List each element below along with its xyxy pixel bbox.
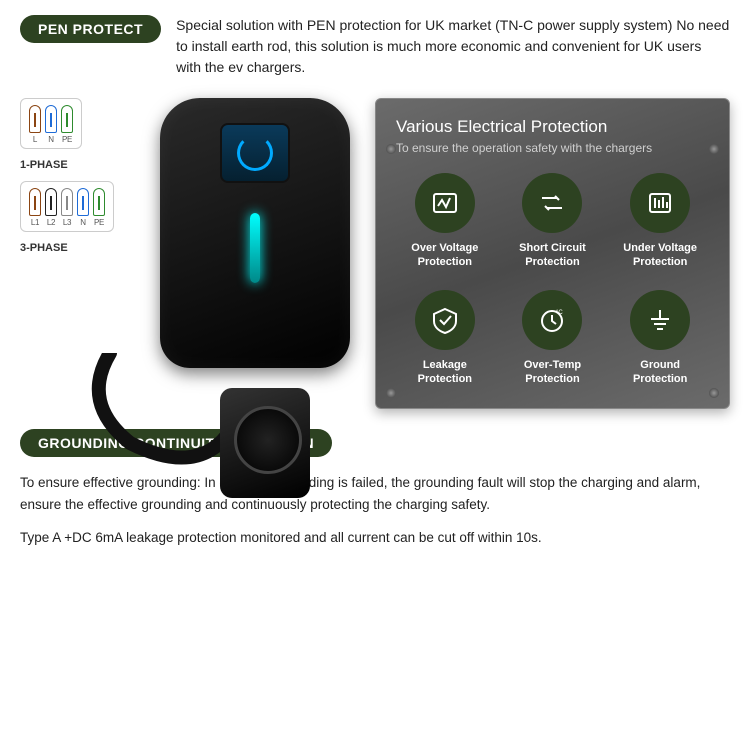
ground-icon xyxy=(630,290,690,350)
protection-item-label: GroundProtection xyxy=(611,358,709,387)
over-voltage-icon xyxy=(415,173,475,233)
leakage-icon xyxy=(415,290,475,350)
charger-illustration: LNPE 1-PHASE L1L2L3NPE 3-PHASE xyxy=(20,98,360,409)
charger-screen xyxy=(220,123,290,183)
mid-row: LNPE 1-PHASE L1L2L3NPE 3-PHASE Various E… xyxy=(20,98,730,409)
panel-subtitle: To ensure the operation safety with the … xyxy=(396,141,709,155)
panel-screw-br xyxy=(709,388,719,398)
protection-item: Over VoltageProtection xyxy=(396,173,494,270)
fuse-label: PE xyxy=(61,135,73,144)
fuse: L1 xyxy=(29,188,41,227)
panel-title: Various Electrical Protection xyxy=(396,117,709,137)
protection-item-label: Short CircuitProtection xyxy=(504,241,602,270)
protection-item-label: LeakageProtection xyxy=(396,358,494,387)
short-circuit-icon xyxy=(522,173,582,233)
protection-item: LeakageProtection xyxy=(396,290,494,387)
protection-item-label: Over VoltageProtection xyxy=(396,241,494,270)
fuse-label: L3 xyxy=(61,218,73,227)
charger-plug xyxy=(220,388,310,498)
grounding-para2: Type A +DC 6mA leakage protection monito… xyxy=(20,527,730,549)
fuse: N xyxy=(77,188,89,227)
fuse-label: L2 xyxy=(45,218,57,227)
phase-3-box: L1 L2 L3 N PE xyxy=(20,181,114,232)
svg-text:°C: °C xyxy=(556,310,563,316)
charger-body xyxy=(160,98,350,368)
fuse-label: PE xyxy=(93,218,105,227)
pen-protect-row: PEN PROTECT Special solution with PEN pr… xyxy=(20,15,730,78)
fuse: L2 xyxy=(45,188,57,227)
over-temp-icon: °C xyxy=(522,290,582,350)
fuse-label: N xyxy=(45,135,57,144)
protection-item: GroundProtection xyxy=(611,290,709,387)
fuse: L xyxy=(29,105,41,144)
panel-screw-tr xyxy=(709,144,719,154)
protection-item-label: Over-TempProtection xyxy=(504,358,602,387)
grounding-para1: To ensure effective grounding: In case t… xyxy=(20,472,730,515)
protection-item: °C Over-TempProtection xyxy=(504,290,602,387)
panel-screw-bl xyxy=(386,388,396,398)
panel-screw-tl xyxy=(386,144,396,154)
fuse: PE xyxy=(93,188,105,227)
charger-led xyxy=(250,213,260,283)
fuse: N xyxy=(45,105,57,144)
protection-item-label: Under VoltageProtection xyxy=(611,241,709,270)
fuse: L3 xyxy=(61,188,73,227)
pen-protect-text: Special solution with PEN protection for… xyxy=(176,15,730,78)
fuse-label: L1 xyxy=(29,218,41,227)
pen-protect-pill: PEN PROTECT xyxy=(20,15,161,43)
fuse: PE xyxy=(61,105,73,144)
protection-panel: Various Electrical Protection To ensure … xyxy=(375,98,730,409)
protection-item: Short CircuitProtection xyxy=(504,173,602,270)
protection-item: Under VoltageProtection xyxy=(611,173,709,270)
fuse-label: L xyxy=(29,135,41,144)
phase-1-box: LN PE xyxy=(20,98,82,149)
fuse-label: N xyxy=(77,218,89,227)
under-voltage-icon xyxy=(630,173,690,233)
